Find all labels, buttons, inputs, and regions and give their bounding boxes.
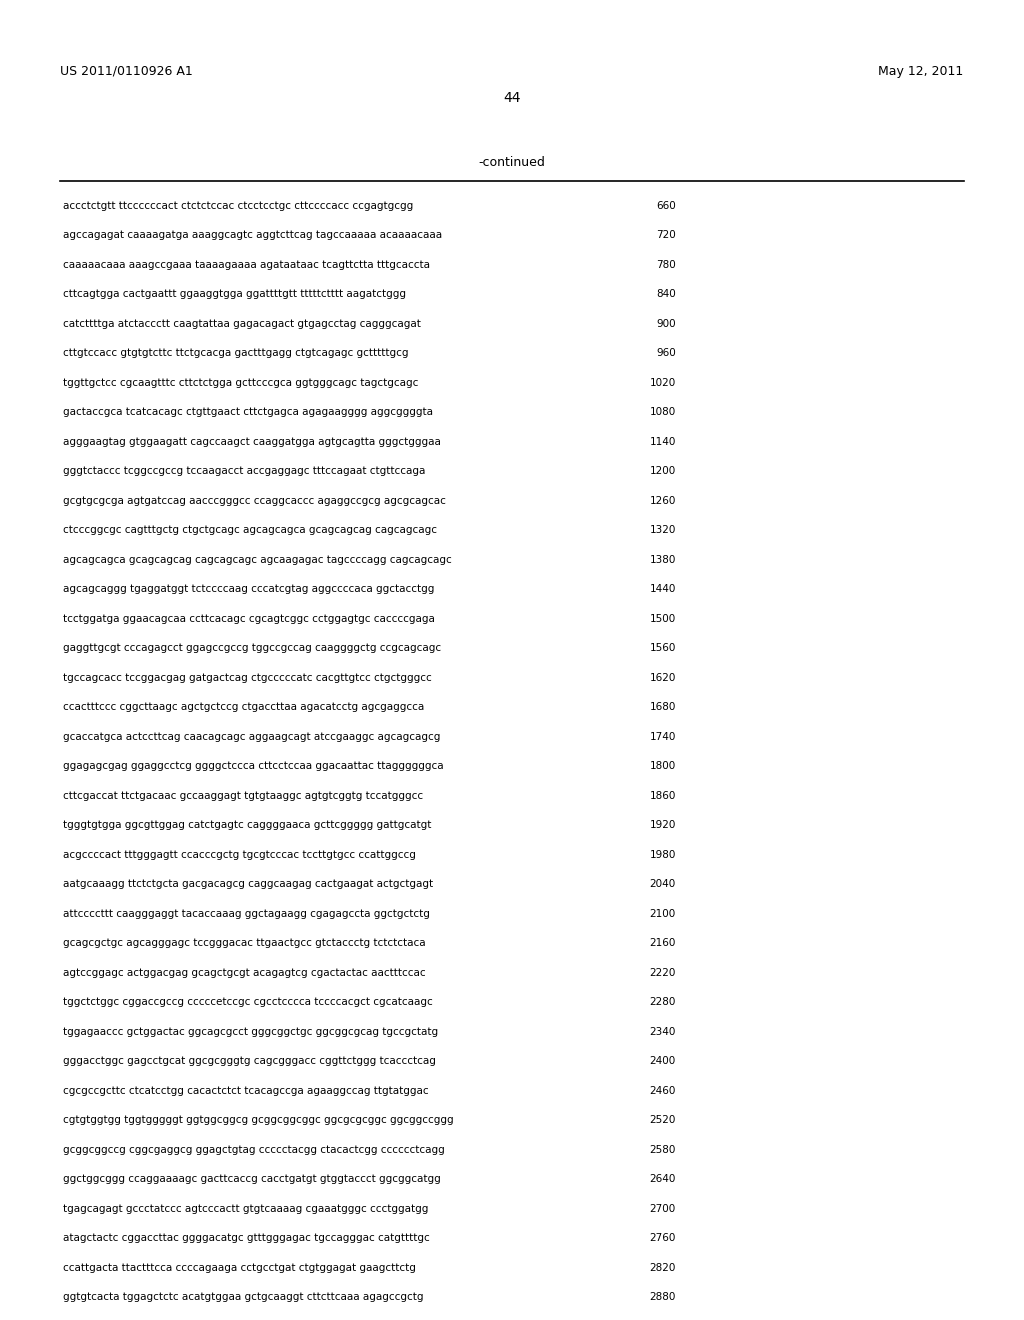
Text: gcaccatgca actccttcag caacagcagc aggaagcagt atccgaaggc agcagcagcg: gcaccatgca actccttcag caacagcagc aggaagc… <box>63 731 441 742</box>
Text: 900: 900 <box>656 318 676 329</box>
Text: 2040: 2040 <box>649 879 676 890</box>
Text: 2400: 2400 <box>649 1056 676 1067</box>
Text: 2640: 2640 <box>649 1175 676 1184</box>
Text: 44: 44 <box>503 91 521 106</box>
Text: 1620: 1620 <box>649 673 676 682</box>
Text: 2820: 2820 <box>649 1263 676 1272</box>
Text: 1140: 1140 <box>649 437 676 446</box>
Text: tggttgctcc cgcaagtttc cttctctgga gcttcccgca ggtgggcagc tagctgcagc: tggttgctcc cgcaagtttc cttctctgga gcttccc… <box>63 378 419 388</box>
Text: agtccggagc actggacgag gcagctgcgt acagagtcg cgactactac aactttccac: agtccggagc actggacgag gcagctgcgt acagagt… <box>63 968 426 978</box>
Text: ggagagcgag ggaggcctcg ggggctccca cttcctccaa ggacaattac ttaggggggca: ggagagcgag ggaggcctcg ggggctccca cttcctc… <box>63 762 444 771</box>
Text: cgtgtggtgg tggtgggggt ggtggcggcg gcggcggcggc ggcgcgcggc ggcggccggg: cgtgtggtgg tggtgggggt ggtggcggcg gcggcgg… <box>63 1115 454 1125</box>
Text: 1260: 1260 <box>649 495 676 506</box>
Text: tggctctggc cggaccgccg cccccetccgc cgcctcccca tccccacgct cgcatcaagc: tggctctggc cggaccgccg cccccetccgc cgcctc… <box>63 997 433 1007</box>
Text: ccactttccc cggcttaagc agctgctccg ctgaccttaa agacatcctg agcgaggcca: ccactttccc cggcttaagc agctgctccg ctgacct… <box>63 702 425 713</box>
Text: 2340: 2340 <box>649 1027 676 1036</box>
Text: ggctggcggg ccaggaaaagc gacttcaccg cacctgatgt gtggtaccct ggcggcatgg: ggctggcggg ccaggaaaagc gacttcaccg cacctg… <box>63 1175 441 1184</box>
Text: gcgtgcgcga agtgatccag aacccgggcc ccaggcaccc agaggccgcg agcgcagcac: gcgtgcgcga agtgatccag aacccgggcc ccaggca… <box>63 495 446 506</box>
Text: cttcgaccat ttctgacaac gccaaggagt tgtgtaaggc agtgtcggtg tccatgggcc: cttcgaccat ttctgacaac gccaaggagt tgtgtaa… <box>63 791 424 801</box>
Text: gggacctggc gagcctgcat ggcgcgggtg cagcgggacc cggttctggg tcaccctcag: gggacctggc gagcctgcat ggcgcgggtg cagcggg… <box>63 1056 436 1067</box>
Text: 1920: 1920 <box>649 820 676 830</box>
Text: gaggttgcgt cccagagcct ggagccgccg tggccgccag caaggggctg ccgcagcagc: gaggttgcgt cccagagcct ggagccgccg tggccgc… <box>63 643 441 653</box>
Text: 660: 660 <box>656 201 676 211</box>
Text: 780: 780 <box>656 260 676 269</box>
Text: 2280: 2280 <box>649 997 676 1007</box>
Text: aatgcaaagg ttctctgcta gacgacagcg caggcaagag cactgaagat actgctgagt: aatgcaaagg ttctctgcta gacgacagcg caggcaa… <box>63 879 433 890</box>
Text: gcggcggccg cggcgaggcg ggagctgtag ccccctacgg ctacactcgg cccccctcagg: gcggcggccg cggcgaggcg ggagctgtag cccccta… <box>63 1144 445 1155</box>
Text: 1800: 1800 <box>649 762 676 771</box>
Text: atagctactc cggaccttac ggggacatgc gtttgggagac tgccagggac catgttttgc: atagctactc cggaccttac ggggacatgc gtttggg… <box>63 1233 430 1243</box>
Text: tgagcagagt gccctatccc agtcccactt gtgtcaaaag cgaaatgggc ccctggatgg: tgagcagagt gccctatccc agtcccactt gtgtcaa… <box>63 1204 429 1213</box>
Text: 1680: 1680 <box>649 702 676 713</box>
Text: agcagcaggg tgaggatggt tctccccaag cccatcgtag aggccccaca ggctacctgg: agcagcaggg tgaggatggt tctccccaag cccatcg… <box>63 585 435 594</box>
Text: 2580: 2580 <box>649 1144 676 1155</box>
Text: catcttttga atctaccctt caagtattaa gagacagact gtgagcctag cagggcagat: catcttttga atctaccctt caagtattaa gagacag… <box>63 318 421 329</box>
Text: 2100: 2100 <box>649 908 676 919</box>
Text: 2460: 2460 <box>649 1085 676 1096</box>
Text: 960: 960 <box>656 348 676 358</box>
Text: ctcccggcgc cagtttgctg ctgctgcagc agcagcagca gcagcagcag cagcagcagc: ctcccggcgc cagtttgctg ctgctgcagc agcagca… <box>63 525 437 535</box>
Text: 1440: 1440 <box>649 585 676 594</box>
Text: May 12, 2011: May 12, 2011 <box>879 65 964 78</box>
Text: 720: 720 <box>656 230 676 240</box>
Text: -continued: -continued <box>478 156 546 169</box>
Text: 1380: 1380 <box>649 554 676 565</box>
Text: agggaagtag gtggaagatt cagccaagct caaggatgga agtgcagtta gggctgggaa: agggaagtag gtggaagatt cagccaagct caaggat… <box>63 437 441 446</box>
Text: 2880: 2880 <box>649 1292 676 1303</box>
Text: 2520: 2520 <box>649 1115 676 1125</box>
Text: 2220: 2220 <box>649 968 676 978</box>
Text: 2700: 2700 <box>649 1204 676 1213</box>
Text: 840: 840 <box>656 289 676 300</box>
Text: 1560: 1560 <box>649 643 676 653</box>
Text: tgccagcacc tccggacgag gatgactcag ctgcccccatc cacgttgtcc ctgctgggcc: tgccagcacc tccggacgag gatgactcag ctgcccc… <box>63 673 432 682</box>
Text: caaaaacaaa aaagccgaaa taaaagaaaa agataataac tcagttctta tttgcaccta: caaaaacaaa aaagccgaaa taaaagaaaa agataat… <box>63 260 430 269</box>
Text: agcagcagca gcagcagcag cagcagcagc agcaagagac tagccccagg cagcagcagc: agcagcagca gcagcagcag cagcagcagc agcaaga… <box>63 554 453 565</box>
Text: tggagaaccc gctggactac ggcagcgcct gggcggctgc ggcggcgcag tgccgctatg: tggagaaccc gctggactac ggcagcgcct gggcggc… <box>63 1027 438 1036</box>
Text: 1980: 1980 <box>649 850 676 859</box>
Text: ccattgacta ttactttcca ccccagaaga cctgcctgat ctgtggagat gaagcttctg: ccattgacta ttactttcca ccccagaaga cctgcct… <box>63 1263 417 1272</box>
Text: tcctggatga ggaacagcaa ccttcacagc cgcagtcggc cctggagtgc caccccgaga: tcctggatga ggaacagcaa ccttcacagc cgcagtc… <box>63 614 435 623</box>
Text: gggtctaccc tcggccgccg tccaagacct accgaggagc tttccagaat ctgttccaga: gggtctaccc tcggccgccg tccaagacct accgagg… <box>63 466 426 477</box>
Text: acgccccact tttgggagtt ccacccgctg tgcgtcccac tccttgtgcc ccattggccg: acgccccact tttgggagtt ccacccgctg tgcgtcc… <box>63 850 417 859</box>
Text: 1080: 1080 <box>649 407 676 417</box>
Text: tgggtgtgga ggcgttggag catctgagtc caggggaaca gcttcggggg gattgcatgt: tgggtgtgga ggcgttggag catctgagtc cagggga… <box>63 820 432 830</box>
Text: 1860: 1860 <box>649 791 676 801</box>
Text: 1200: 1200 <box>649 466 676 477</box>
Text: cttcagtgga cactgaattt ggaaggtgga ggattttgtt tttttctttt aagatctggg: cttcagtgga cactgaattt ggaaggtgga ggatttt… <box>63 289 407 300</box>
Text: ggtgtcacta tggagctctc acatgtggaa gctgcaaggt cttcttcaaa agagccgctg: ggtgtcacta tggagctctc acatgtggaa gctgcaa… <box>63 1292 424 1303</box>
Text: agccagagat caaaagatga aaaggcagtc aggtcttcag tagccaaaaa acaaaacaaa: agccagagat caaaagatga aaaggcagtc aggtctt… <box>63 230 442 240</box>
Text: 1740: 1740 <box>649 731 676 742</box>
Text: 1320: 1320 <box>649 525 676 535</box>
Text: 1500: 1500 <box>649 614 676 623</box>
Text: 2760: 2760 <box>649 1233 676 1243</box>
Text: accctctgtt ttccccccact ctctctccac ctcctcctgc cttccccacc ccgagtgcgg: accctctgtt ttccccccact ctctctccac ctcctc… <box>63 201 414 211</box>
Text: gcagcgctgc agcagggagc tccgggacac ttgaactgcc gtctaccctg tctctctaca: gcagcgctgc agcagggagc tccgggacac ttgaact… <box>63 939 426 948</box>
Text: cgcgccgcttc ctcatcctgg cacactctct tcacagccga agaaggccag ttgtatggac: cgcgccgcttc ctcatcctgg cacactctct tcacag… <box>63 1085 429 1096</box>
Text: 1020: 1020 <box>649 378 676 388</box>
Text: attccccttt caagggaggt tacaccaaag ggctagaagg cgagagccta ggctgctctg: attccccttt caagggaggt tacaccaaag ggctaga… <box>63 908 430 919</box>
Text: gactaccgca tcatcacagc ctgttgaact cttctgagca agagaagggg aggcggggta: gactaccgca tcatcacagc ctgttgaact cttctga… <box>63 407 433 417</box>
Text: US 2011/0110926 A1: US 2011/0110926 A1 <box>60 65 194 78</box>
Text: cttgtccacc gtgtgtcttc ttctgcacga gactttgagg ctgtcagagc gctttttgcg: cttgtccacc gtgtgtcttc ttctgcacga gactttg… <box>63 348 409 358</box>
Text: 2160: 2160 <box>649 939 676 948</box>
